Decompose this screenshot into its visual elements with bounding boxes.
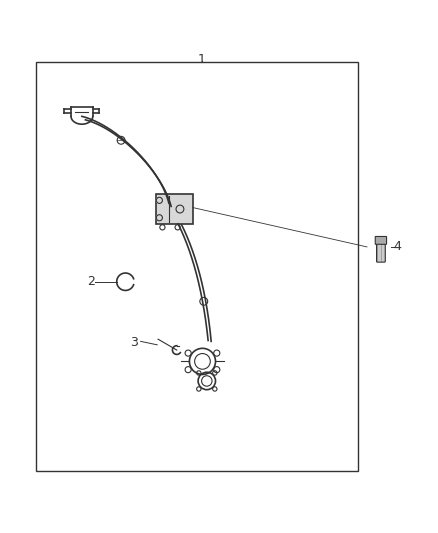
Text: 2: 2 <box>87 275 95 288</box>
Text: 3: 3 <box>130 336 138 349</box>
Bar <box>36 62 358 471</box>
FancyBboxPatch shape <box>377 243 385 262</box>
Text: 4: 4 <box>393 240 401 253</box>
Circle shape <box>156 197 162 204</box>
Text: 1: 1 <box>198 53 205 66</box>
FancyBboxPatch shape <box>375 237 387 244</box>
Bar <box>156 194 193 224</box>
Circle shape <box>156 215 162 221</box>
